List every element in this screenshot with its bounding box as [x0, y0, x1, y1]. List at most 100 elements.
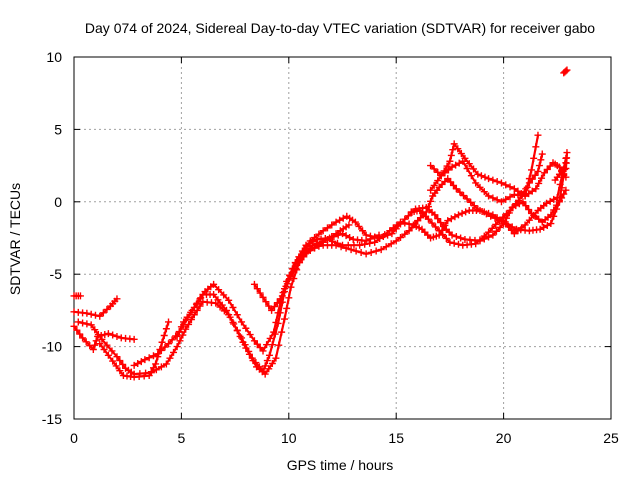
data-point: [281, 315, 289, 323]
data-point: [547, 220, 555, 228]
data-point: [157, 363, 165, 371]
chart-title: Day 074 of 2024, Sidereal Day-to-day VTE…: [85, 20, 595, 36]
data-point: [285, 276, 293, 284]
series-line: [298, 161, 567, 260]
data-point: [519, 198, 527, 206]
data-point: [278, 328, 286, 336]
x-tick-label: 25: [603, 430, 619, 446]
data-point: [510, 230, 518, 238]
data-point: [384, 231, 392, 239]
data-point: [396, 220, 404, 228]
data-point: [229, 304, 237, 312]
data-point: [190, 304, 198, 312]
data-point: [233, 311, 241, 319]
y-axis-title: SDTVAR / TECUs: [7, 183, 23, 295]
data-point: [282, 282, 290, 290]
data-point: [245, 350, 253, 358]
data-point: [450, 140, 458, 148]
data-point: [70, 322, 78, 330]
data-point: [543, 199, 551, 207]
data-point: [345, 221, 353, 229]
data-point: [434, 177, 442, 185]
data-point: [113, 353, 121, 361]
data-point: [531, 212, 539, 220]
data-point: [347, 246, 355, 254]
data-point: [187, 308, 195, 316]
data-point: [160, 331, 168, 339]
data-point: [270, 328, 278, 336]
data-point: [96, 312, 104, 320]
data-point: [330, 233, 338, 241]
data-point: [328, 237, 336, 245]
data-point: [339, 214, 347, 222]
data-point: [179, 331, 187, 339]
x-tick-label: 10: [281, 430, 297, 446]
data-point: [210, 280, 218, 288]
data-point: [196, 295, 204, 303]
data-point: [246, 331, 254, 339]
series-track-11: [427, 131, 542, 206]
data-point: [357, 248, 365, 256]
data-point: [154, 350, 162, 358]
data-point: [292, 264, 300, 272]
data-point: [404, 212, 412, 220]
data-point: [76, 292, 84, 300]
data-point: [318, 237, 326, 245]
series-track-7: [173, 175, 570, 378]
series-track-14: [560, 66, 571, 77]
data-point: [166, 354, 174, 362]
data-point: [525, 175, 533, 183]
data-point: [323, 235, 331, 243]
data-point: [405, 220, 413, 228]
series-track-5: [96, 318, 173, 381]
data-point: [532, 185, 540, 193]
data-point: [230, 320, 238, 328]
data-point: [437, 219, 445, 227]
data-point: [239, 338, 247, 346]
data-point: [430, 165, 438, 173]
data-point: [534, 131, 542, 139]
data-point: [452, 161, 460, 169]
data-point: [162, 325, 170, 333]
data-point: [311, 234, 319, 242]
data-point: [366, 239, 374, 247]
data-point: [215, 286, 223, 294]
data-point: [299, 248, 307, 256]
data-point: [514, 227, 522, 235]
data-point: [435, 227, 443, 235]
data-point: [461, 154, 469, 162]
data-point: [333, 239, 341, 247]
data-point: [443, 162, 451, 170]
y-tick-label: -5: [50, 266, 63, 282]
data-point: [165, 340, 173, 348]
data-point: [449, 146, 457, 154]
data-point: [485, 228, 493, 236]
data-point: [362, 231, 370, 239]
data-point: [220, 291, 228, 299]
data-point: [485, 192, 493, 200]
data-point: [489, 231, 497, 239]
data-point: [226, 313, 234, 321]
data-point: [328, 221, 336, 229]
data-point: [371, 233, 379, 241]
data-point: [218, 301, 226, 309]
x-tick-label: 0: [70, 430, 78, 446]
data-point: [315, 230, 323, 238]
data-point: [434, 168, 442, 176]
data-point: [262, 298, 270, 306]
data-point: [543, 221, 551, 229]
data-point: [518, 190, 525, 198]
data-point: [476, 236, 484, 244]
data-point: [275, 341, 283, 349]
series-track-12: [427, 140, 570, 200]
data-point: [467, 198, 475, 206]
data-point: [367, 248, 375, 256]
data-point: [488, 224, 496, 232]
data-point: [112, 362, 120, 370]
data-point: [535, 179, 543, 187]
data-point: [510, 185, 518, 193]
data-point: [375, 234, 383, 242]
data-point: [304, 247, 312, 255]
data-point: [287, 283, 295, 291]
